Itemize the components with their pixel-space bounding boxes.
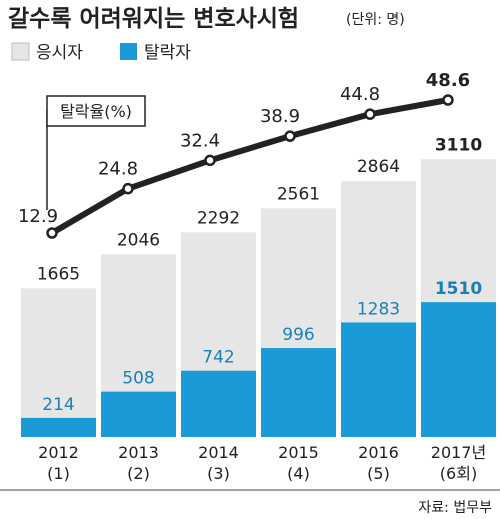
legend-swatch-failures [120, 43, 137, 60]
tick-sublabel-2012: (1) [47, 464, 70, 483]
bar-failures-2016 [341, 322, 416, 437]
label-failures-2015: 996 [282, 325, 314, 345]
label-failures-2017년: 1510 [435, 279, 482, 299]
tick-label-2012: 2012 [38, 443, 79, 462]
chart-title: 갈수록 어려워지는 변호사시험 [8, 6, 299, 32]
label-applicants-2016: 2864 [357, 157, 400, 177]
label-applicants-2014: 2292 [197, 208, 240, 228]
x-axis-labels: 2012 (1) 2013 (2) 2014 (3) 2015 (4) 2016 (5) 2017년… [38, 443, 486, 483]
line-label-2016: 44.8 [340, 84, 380, 105]
line-label-2017년: 48.6 [426, 70, 470, 91]
label-failures-2016: 1283 [357, 299, 400, 319]
label-failures-2012: 214 [42, 395, 74, 415]
line-label-2012: 12.9 [18, 206, 58, 227]
bar-failures-2017년 [421, 302, 496, 437]
tick-sublabel-2014: (3) [207, 464, 230, 483]
line-label-text: 탈락율(%) [60, 102, 132, 121]
line-layer: 12.9 24.8 32.4 38.9 44.8 48.6 [18, 70, 470, 239]
legend-label-failures: 탈락자 [144, 43, 191, 63]
bar-failures-2013 [101, 391, 176, 437]
source-note: 자료: 법무부 [418, 500, 492, 516]
line-failure-rate [49, 97, 451, 236]
line-point-2016 [364, 108, 376, 120]
legend-swatch-applicants [11, 42, 30, 61]
line-point-2014 [204, 154, 216, 167]
line-series-label: 탈락율(%) [46, 95, 146, 210]
bar-failures-2014 [181, 370, 256, 437]
line-point-2012 [46, 227, 58, 239]
tick-sublabel-2015: (4) [287, 464, 310, 483]
line-point-2015 [284, 130, 296, 142]
legend-label-applicants: 응시자 [36, 43, 83, 63]
tick-label-2014: 2014 [198, 443, 239, 462]
label-applicants-2013: 2046 [117, 230, 160, 250]
line-label-2013: 24.8 [98, 159, 138, 180]
label-applicants-2012: 1665 [37, 264, 80, 284]
bar-failures-2015 [261, 348, 336, 437]
label-failures-2014: 742 [202, 348, 234, 368]
label-applicants-2015: 2561 [277, 184, 320, 204]
line-label-2015: 38.9 [260, 106, 300, 127]
label-failures-2013: 508 [122, 369, 154, 389]
line-point-2017년 [442, 94, 454, 106]
line-label-box [46, 95, 146, 127]
legend: 응시자 탈락자 [11, 42, 191, 63]
tick-label-2017년: 2017년 [431, 443, 486, 462]
line-point-2013 [122, 182, 134, 195]
label-applicants-2017년: 3110 [435, 135, 482, 155]
bar-applicants-2012 [21, 288, 96, 437]
tick-sublabel-2013: (2) [127, 464, 150, 483]
line-label-2014: 32.4 [180, 130, 220, 151]
tick-sublabel-2016: (5) [367, 464, 390, 483]
chart-unit-note: (단위: 명) [346, 12, 405, 28]
bars-layer: 1665 214 2046 508 2292 742 2561 996 2864 1283 3110… [21, 135, 496, 438]
tick-sublabel-2017년: (6회) [440, 464, 477, 483]
tick-label-2015: 2015 [278, 443, 319, 462]
tick-label-2016: 2016 [358, 443, 399, 462]
bar-failures-2012 [21, 417, 96, 437]
tick-label-2013: 2013 [118, 443, 159, 462]
